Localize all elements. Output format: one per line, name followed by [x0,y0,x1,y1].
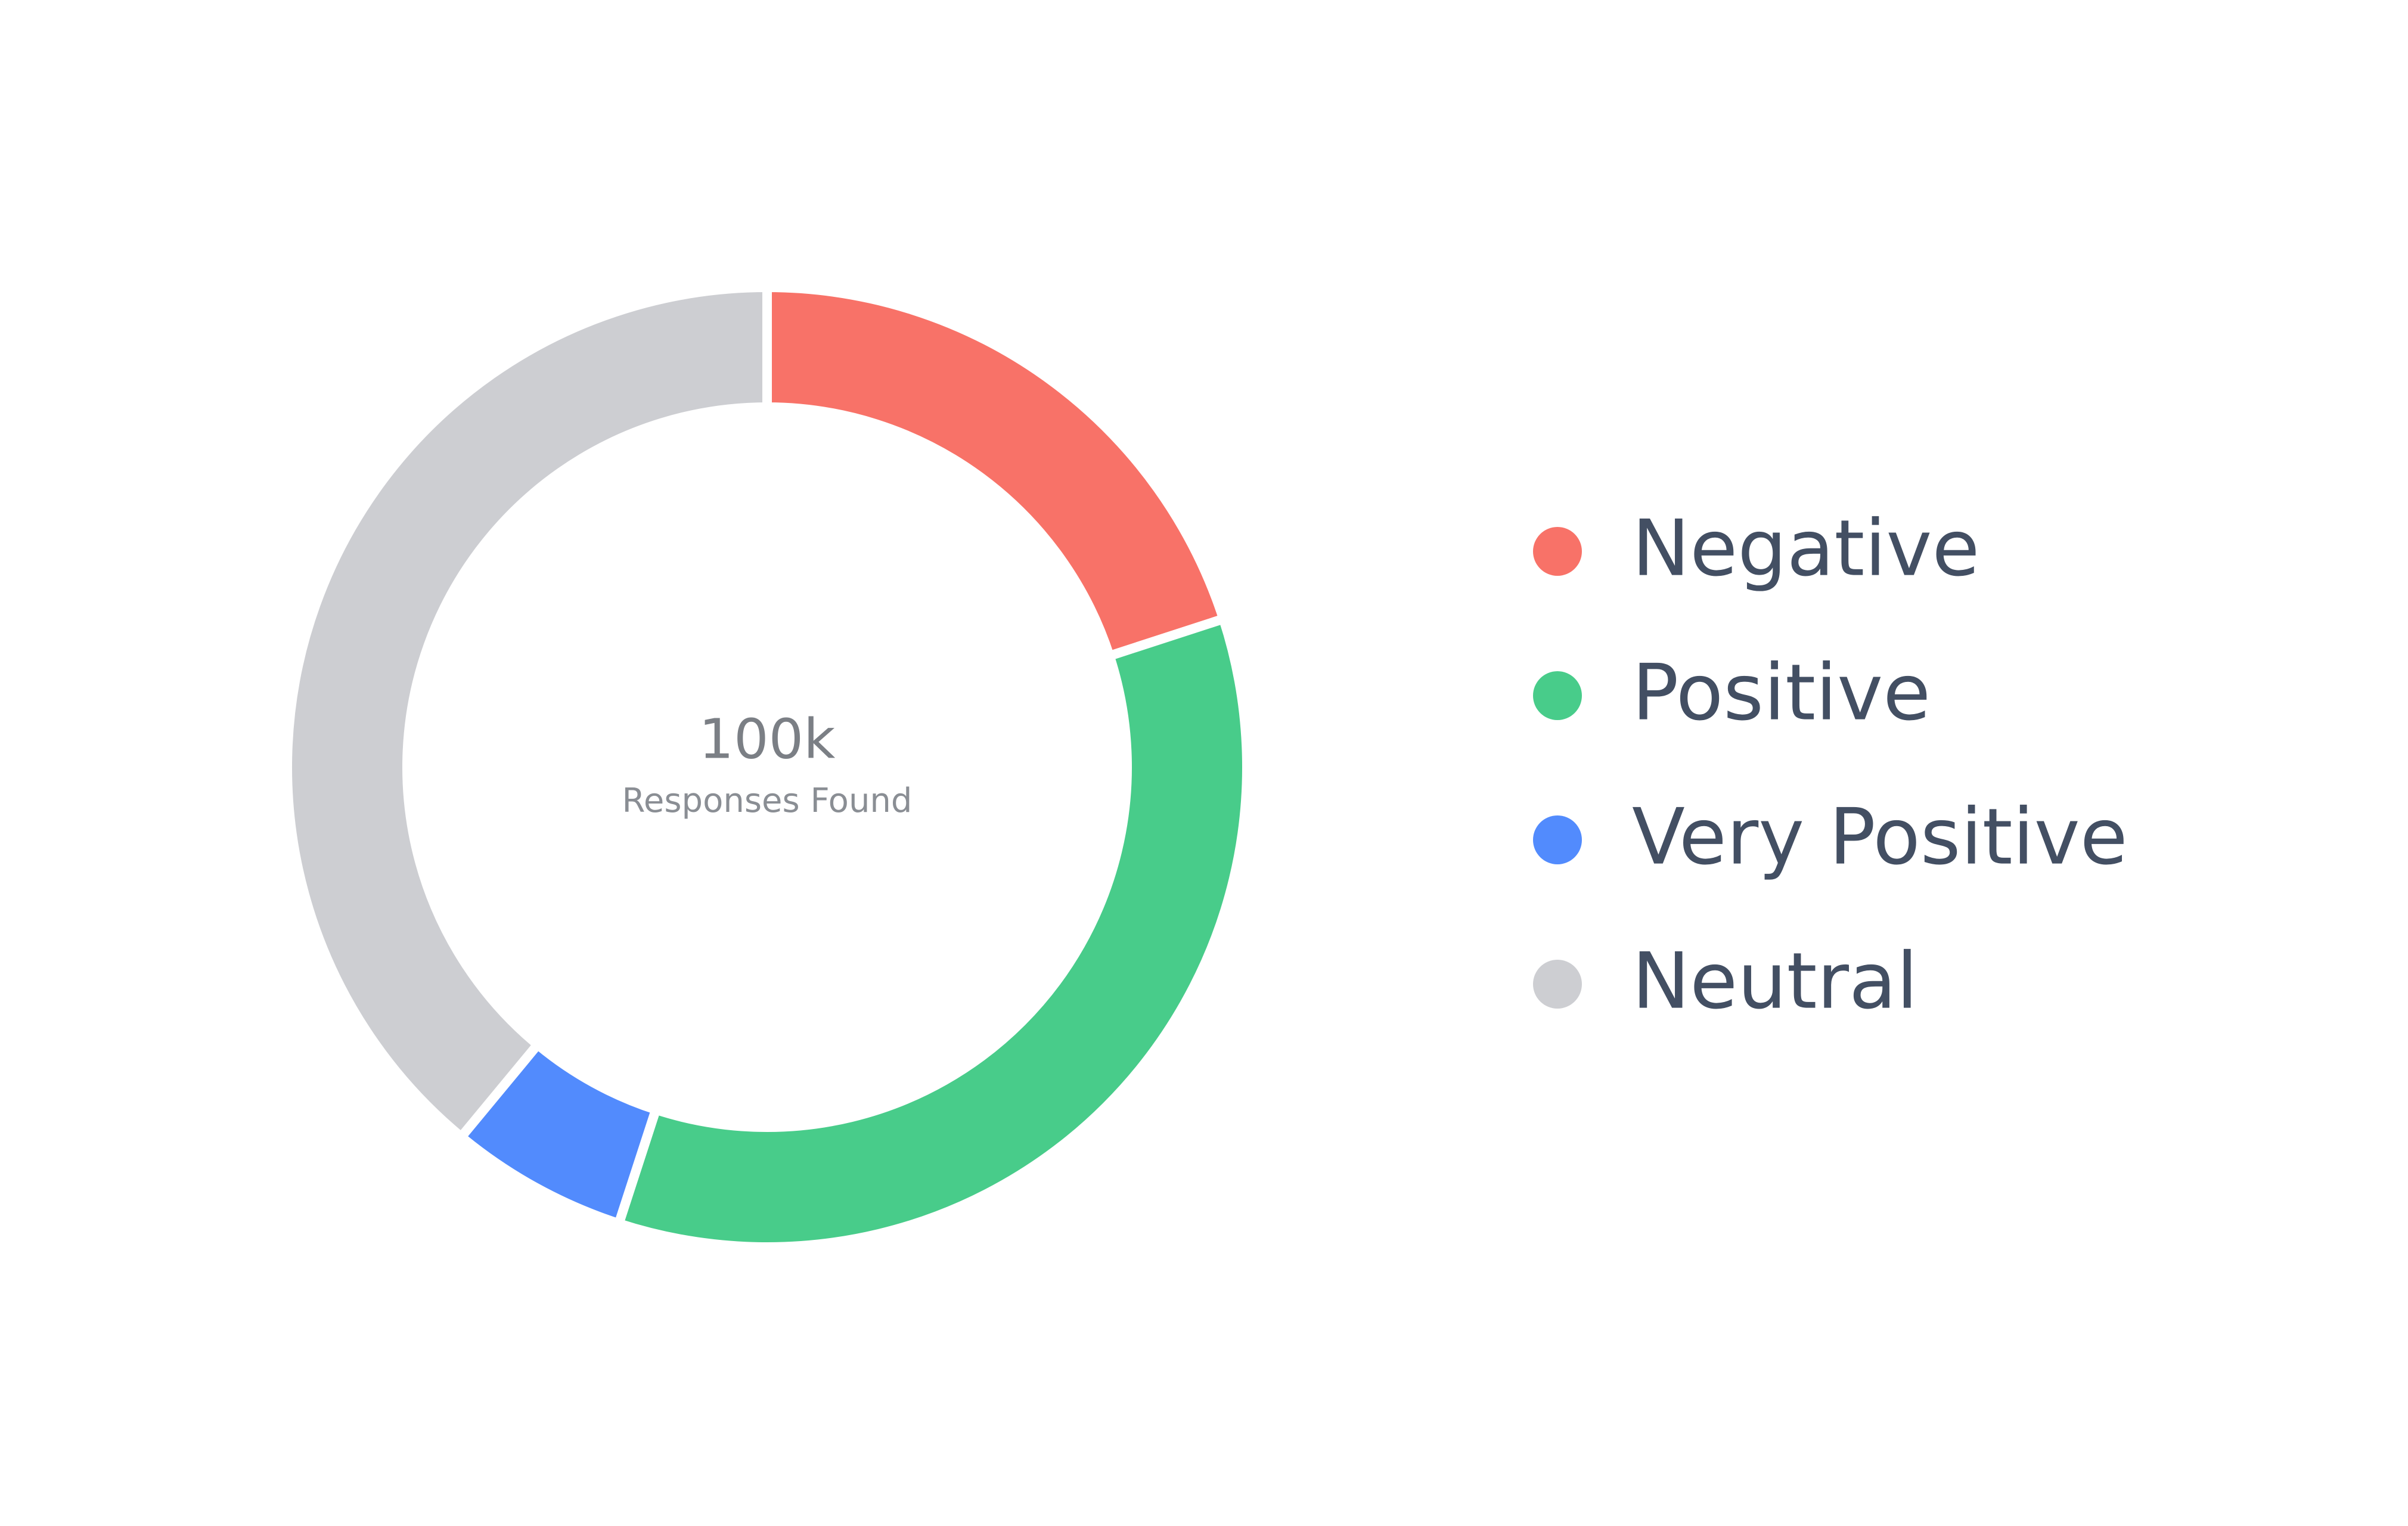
donut [283,283,1252,1252]
legend-label: Very Positive [1632,792,2128,882]
legend-label: Negative [1632,503,1979,594]
legend-label: Positive [1632,647,1931,738]
legend-swatch [1533,960,1582,1009]
center-value: 100k [699,707,836,771]
center-label: Responses Found [622,781,913,820]
legend-label: Neutral [1632,936,1918,1026]
legend-swatch [1533,527,1582,576]
donut-segment [283,283,772,1142]
donut-segment [762,283,1228,661]
legend: Negative Positive Very Positive Neutral [1533,503,2128,1026]
donut-segment [614,614,1252,1252]
legend-swatch [1533,815,1582,864]
legend-swatch [1533,671,1582,720]
